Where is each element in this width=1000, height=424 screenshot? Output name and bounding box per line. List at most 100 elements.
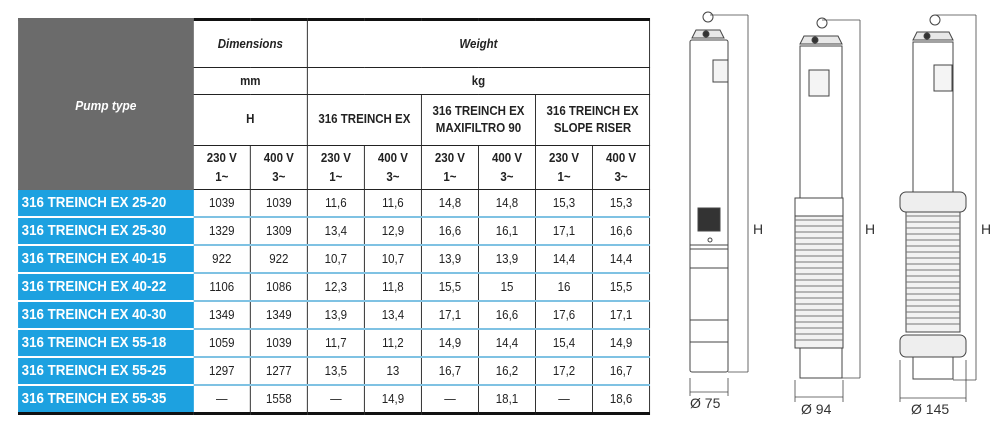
- table-cell: 15,3: [535, 189, 594, 218]
- weight-variant-header: 316 TREINCH EX SLOPE RISER: [535, 94, 651, 146]
- pump-model-name: 316 TREINCH EX 25-30: [17, 216, 194, 246]
- table-cell: 11,6: [306, 189, 365, 218]
- dimensions-header: Dimensions: [192, 18, 308, 68]
- height-label-3: H: [981, 221, 991, 237]
- table-cell: 1558: [249, 384, 308, 415]
- pump-drawing-maxifiltro-90: [794, 17, 861, 402]
- table-cell: 12,3: [306, 272, 365, 302]
- table-cell: 13,5: [306, 356, 365, 386]
- pump-spec-table: Pump type Dimensions Weight mm kg H 316 …: [17, 18, 651, 415]
- table-cell: 14,4: [478, 328, 536, 358]
- table-cell: 1277: [249, 356, 308, 386]
- voltage-header: 230 V 1~: [306, 145, 365, 190]
- voltage: 230 V: [434, 151, 465, 166]
- table-cell: 14,8: [478, 189, 536, 218]
- table-cell: 14,4: [535, 244, 594, 274]
- table-cell: 11,7: [306, 328, 365, 358]
- pump-model-name: 316 TREINCH EX 40-30: [17, 300, 194, 330]
- table-cell: 922: [249, 244, 308, 274]
- phase: 3~: [500, 169, 514, 184]
- dimension-param-h: H: [192, 94, 308, 146]
- phase: 3~: [614, 169, 628, 184]
- table-cell: 14,9: [592, 328, 651, 358]
- table-cell: 13,4: [363, 300, 422, 330]
- table-row: 316 TREINCH EX 25-20 1039 1039 11,6 11,6 14,8…: [17, 189, 651, 218]
- table-cell: 16,1: [478, 216, 536, 246]
- voltage: 400 V: [377, 151, 408, 166]
- pump-drawings: H H H Ø 75 Ø 94 Ø 145: [689, 11, 991, 417]
- table-row: 316 TREINCH EX 55-25 1297 1277 13,5 13 16,7 16…: [17, 356, 651, 386]
- variant-line: 316 TREINCH EX: [432, 103, 525, 118]
- phase: 1~: [329, 169, 343, 184]
- table-cell: 11,6: [363, 189, 422, 218]
- voltage-header: 400 V 3~: [363, 145, 422, 190]
- table-cell: 1039: [192, 189, 251, 218]
- table-cell: 11,8: [363, 272, 422, 302]
- table-cell: —: [192, 384, 251, 415]
- table-cell: 17,1: [535, 216, 594, 246]
- diameter-label-2: Ø 94: [801, 401, 832, 417]
- table-cell: 1039: [249, 328, 308, 358]
- table-cell: 17,6: [535, 300, 594, 330]
- variant-line: SLOPE RISER: [553, 121, 632, 135]
- voltage: 400 V: [606, 151, 637, 166]
- table-cell: 14,8: [420, 189, 479, 218]
- table-cell: 15,3: [592, 189, 651, 218]
- table-cell: 1349: [249, 300, 308, 330]
- table-row: 316 TREINCH EX 40-15 922 922 10,7 10,7 13,9 13…: [17, 244, 651, 274]
- table-cell: 15,5: [420, 272, 479, 302]
- voltage-header: 400 V 3~: [478, 145, 536, 190]
- table-cell: 16,2: [478, 356, 536, 386]
- table-cell: 16,6: [478, 300, 536, 330]
- diameter-label-3: Ø 145: [911, 401, 949, 417]
- table-cell: 14,9: [420, 328, 479, 358]
- table-cell: 1329: [192, 216, 251, 246]
- table-cell: 17,1: [592, 300, 651, 330]
- weight-variant-header: 316 TREINCH EX MAXIFILTRO 90: [420, 94, 536, 146]
- table-cell: 13: [363, 356, 422, 386]
- table-cell: 14,4: [592, 244, 651, 274]
- table-cell: —: [306, 384, 365, 415]
- voltage-header: 230 V 1~: [192, 145, 251, 190]
- table-cell: 16: [535, 272, 594, 302]
- voltage-header: 230 V 1~: [420, 145, 479, 190]
- table-cell: 16,6: [420, 216, 479, 246]
- voltage-header: 400 V 3~: [249, 145, 308, 190]
- height-label-2: H: [865, 221, 875, 237]
- pump-model-name: 316 TREINCH EX 40-22: [17, 272, 194, 302]
- table-cell: 15,5: [592, 272, 651, 302]
- table-cell: 922: [192, 244, 251, 274]
- table-cell: 11,2: [363, 328, 422, 358]
- table-cell: 13,9: [306, 300, 365, 330]
- table-cell: 17,1: [420, 300, 479, 330]
- table-cell: 12,9: [363, 216, 422, 246]
- table-cell: 17,2: [535, 356, 594, 386]
- phase: 1~: [557, 169, 571, 184]
- table-cell: 16,7: [420, 356, 479, 386]
- table-cell: 1297: [192, 356, 251, 386]
- weight-variant-header: 316 TREINCH EX: [306, 94, 422, 146]
- pump-model-name: 316 TREINCH EX 55-18: [17, 328, 194, 358]
- weight-header: Weight: [306, 18, 651, 68]
- dimensions-unit: mm: [192, 67, 308, 95]
- voltage: 230 V: [206, 151, 237, 166]
- height-label-1: H: [753, 221, 763, 237]
- variant-line: 316 TREINCH EX: [546, 103, 639, 118]
- table-cell: —: [535, 384, 594, 415]
- table-cell: 1106: [192, 272, 251, 302]
- table-cell: 13,4: [306, 216, 365, 246]
- table-cell: 18,1: [478, 384, 536, 415]
- phase: 3~: [272, 169, 286, 184]
- table-cell: 14,9: [363, 384, 422, 415]
- pump-model-name: 316 TREINCH EX 55-25: [17, 356, 194, 386]
- table-cell: 16,6: [592, 216, 651, 246]
- weight-unit: kg: [306, 67, 651, 95]
- table-cell: 1039: [249, 189, 308, 218]
- pump-type-header: Pump type: [17, 18, 194, 190]
- pump-drawing-treinch-ex: [689, 11, 749, 396]
- table-cell: 16,7: [592, 356, 651, 386]
- phase: 1~: [215, 169, 229, 184]
- pump-model-name: 316 TREINCH EX 40-15: [17, 244, 194, 274]
- variant-line: MAXIFILTRO 90: [435, 121, 522, 135]
- table-cell: 1349: [192, 300, 251, 330]
